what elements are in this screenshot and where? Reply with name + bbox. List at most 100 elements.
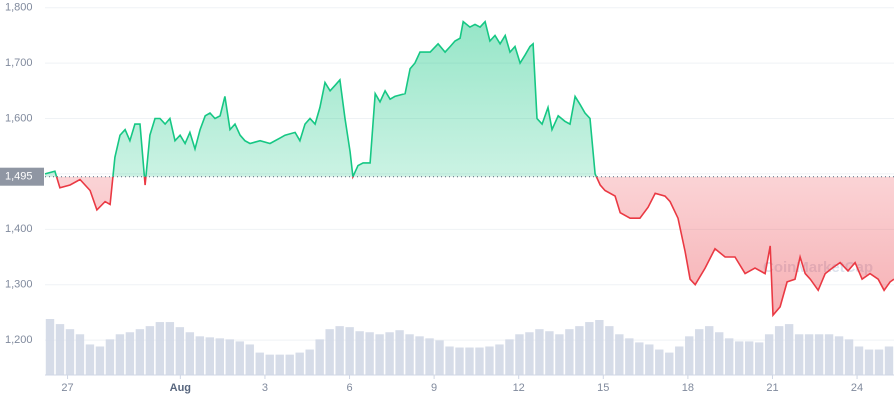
volume-bar xyxy=(365,332,374,375)
volume-bar xyxy=(545,331,554,375)
volume-bar xyxy=(85,344,95,375)
volume-bar xyxy=(605,326,614,375)
volume-bar xyxy=(675,346,684,375)
x-tick-label: 24 xyxy=(851,382,863,394)
volume-bar xyxy=(625,338,634,375)
volume-bar xyxy=(535,329,544,375)
volume-bar xyxy=(705,326,714,375)
area-down xyxy=(45,176,894,316)
volume-bar xyxy=(585,322,594,375)
x-tick-label: 21 xyxy=(766,382,778,394)
volume-bar xyxy=(884,346,894,375)
volume-bar xyxy=(415,336,424,375)
volume-bar xyxy=(455,347,464,375)
volume-bar xyxy=(65,329,75,375)
volume-bar xyxy=(165,322,175,375)
volume-bar xyxy=(135,329,145,375)
volume-bar xyxy=(225,339,234,375)
volume-bar xyxy=(115,334,125,375)
volume-bar xyxy=(185,332,195,375)
y-tick-label: 1,700 xyxy=(5,57,33,69)
price-line-down xyxy=(55,176,894,318)
volume-bar xyxy=(265,354,274,375)
volume-bar xyxy=(475,347,484,375)
volume-bar xyxy=(804,334,814,375)
volume-bar xyxy=(555,334,564,375)
volume-bar xyxy=(615,334,624,375)
volume-bar xyxy=(215,338,224,375)
volume-bar xyxy=(125,332,135,375)
volume-bar xyxy=(175,327,185,375)
volume-bar xyxy=(635,342,644,375)
y-tick-label: 1,400 xyxy=(5,223,33,235)
y-tick-label: 1,600 xyxy=(5,112,33,124)
volume-bar xyxy=(195,336,205,375)
x-tick-label: 18 xyxy=(682,382,694,394)
volume-bar xyxy=(75,334,85,375)
y-tick-label: 1,300 xyxy=(5,279,33,291)
volume-bar xyxy=(95,346,105,375)
price-line-up xyxy=(44,19,598,177)
x-tick-label: 12 xyxy=(513,382,525,394)
volume-bar xyxy=(275,354,284,375)
volume-bar xyxy=(325,329,334,375)
volume-bar xyxy=(465,347,474,375)
volume-bar xyxy=(685,336,694,375)
volume-bar xyxy=(235,341,244,375)
x-tick-label: 6 xyxy=(346,382,352,394)
volume-bar xyxy=(794,334,804,375)
volume-bar xyxy=(575,326,584,375)
volume-bar xyxy=(105,339,115,375)
volume-bar xyxy=(814,334,824,375)
volume-bar xyxy=(375,334,384,375)
volume-bar xyxy=(495,344,504,375)
volume-bar xyxy=(774,326,784,375)
volume-bar xyxy=(764,334,774,375)
volume-bar xyxy=(695,329,704,375)
volume-bar xyxy=(665,352,674,375)
volume-bar xyxy=(355,331,364,375)
volume-bar xyxy=(335,326,344,375)
volume-bar xyxy=(145,326,155,375)
volume-bar xyxy=(45,319,55,375)
x-tick-label: 3 xyxy=(262,382,268,394)
volume-bar xyxy=(295,352,304,375)
volume-bar xyxy=(754,342,764,375)
volume-bar xyxy=(305,349,314,375)
volume-bar xyxy=(435,340,444,375)
volume-bar xyxy=(784,324,794,375)
volume-bar xyxy=(245,344,254,375)
volume-bar xyxy=(824,334,834,375)
volume-bar xyxy=(525,332,534,375)
volume-bar xyxy=(565,329,574,375)
volume-bar xyxy=(255,352,264,375)
volume-bar xyxy=(834,336,844,375)
volume-bar xyxy=(345,327,354,375)
volume-bar xyxy=(744,341,754,375)
volume-bar xyxy=(505,339,514,375)
volume-bar xyxy=(715,332,724,375)
volume-bar xyxy=(734,341,744,375)
volume-bar xyxy=(405,334,414,375)
y-tick-label: 1,800 xyxy=(5,2,33,14)
volume-bar xyxy=(205,337,214,375)
x-tick-label: 15 xyxy=(597,382,609,394)
volume-bar xyxy=(595,320,604,375)
volume-bar xyxy=(864,349,874,375)
volume-bar xyxy=(445,346,454,375)
volume-bar xyxy=(55,324,65,375)
baseline-label: 1,495 xyxy=(5,171,33,183)
x-tick-label: 27 xyxy=(61,382,73,394)
volume-bar xyxy=(854,346,864,375)
volume-bar xyxy=(844,339,854,375)
volume-bar xyxy=(425,338,434,375)
volume-bar xyxy=(315,339,324,375)
volume-bar xyxy=(655,349,664,375)
volume-bar xyxy=(155,322,165,375)
x-tick-label: 9 xyxy=(431,382,437,394)
x-tick-label: Aug xyxy=(170,382,191,394)
volume-bar xyxy=(285,354,294,375)
volume-bar xyxy=(645,344,654,375)
volume-bar xyxy=(385,332,394,375)
